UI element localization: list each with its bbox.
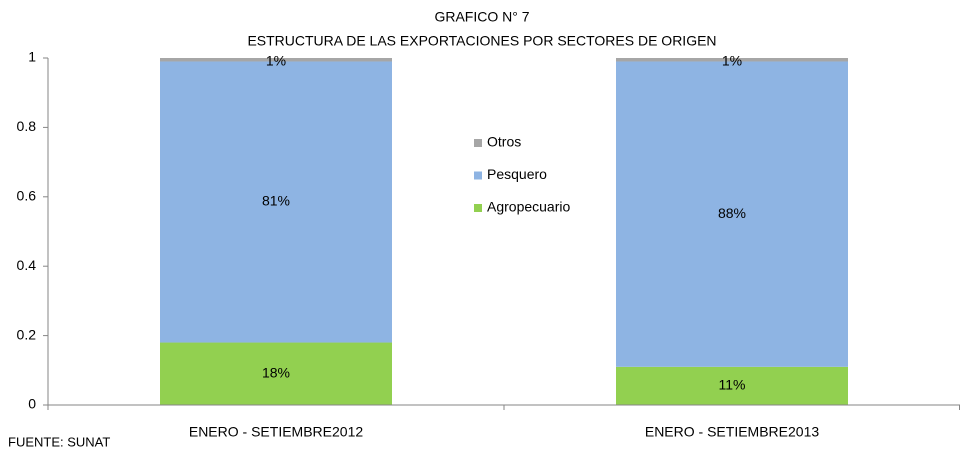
chart-subtitle: ESTRUCTURA DE LAS EXPORTACIONES POR SECT… [247,33,716,49]
bar-segment [160,61,392,343]
bar-segment [616,61,848,367]
y-tick-label: 0.4 [17,257,37,273]
data-label: 1% [722,52,742,68]
legend-label: Pesquero [487,166,547,182]
bar-segment [160,58,392,62]
bar-segment [616,58,848,62]
y-tick-label: 0 [28,396,36,412]
legend-label: Agropecuario [487,199,570,215]
y-tick-label: 0.6 [17,188,37,204]
legend-swatch [474,139,482,147]
data-label: 18% [262,364,290,380]
x-tick-label: ENERO - SETIEMBRE2013 [645,424,819,440]
bar-segment [160,342,392,405]
y-tick-label: 0.8 [17,118,37,134]
chart-title: GRAFICO N° 7 [434,9,529,25]
data-label: 88% [718,205,746,221]
bar-segment [616,366,848,405]
x-tick-label: ENERO - SETIEMBRE2012 [189,424,363,440]
source-note: FUENTE: SUNAT [8,434,110,449]
y-tick-label: 1 [28,49,36,65]
data-label: 11% [719,377,746,393]
data-label: 1% [266,52,286,68]
legend-label: Otros [487,134,521,150]
y-tick-label: 0.2 [17,326,37,342]
data-label: 81% [262,193,290,209]
legend-swatch [474,204,482,212]
legend-swatch [474,171,482,180]
